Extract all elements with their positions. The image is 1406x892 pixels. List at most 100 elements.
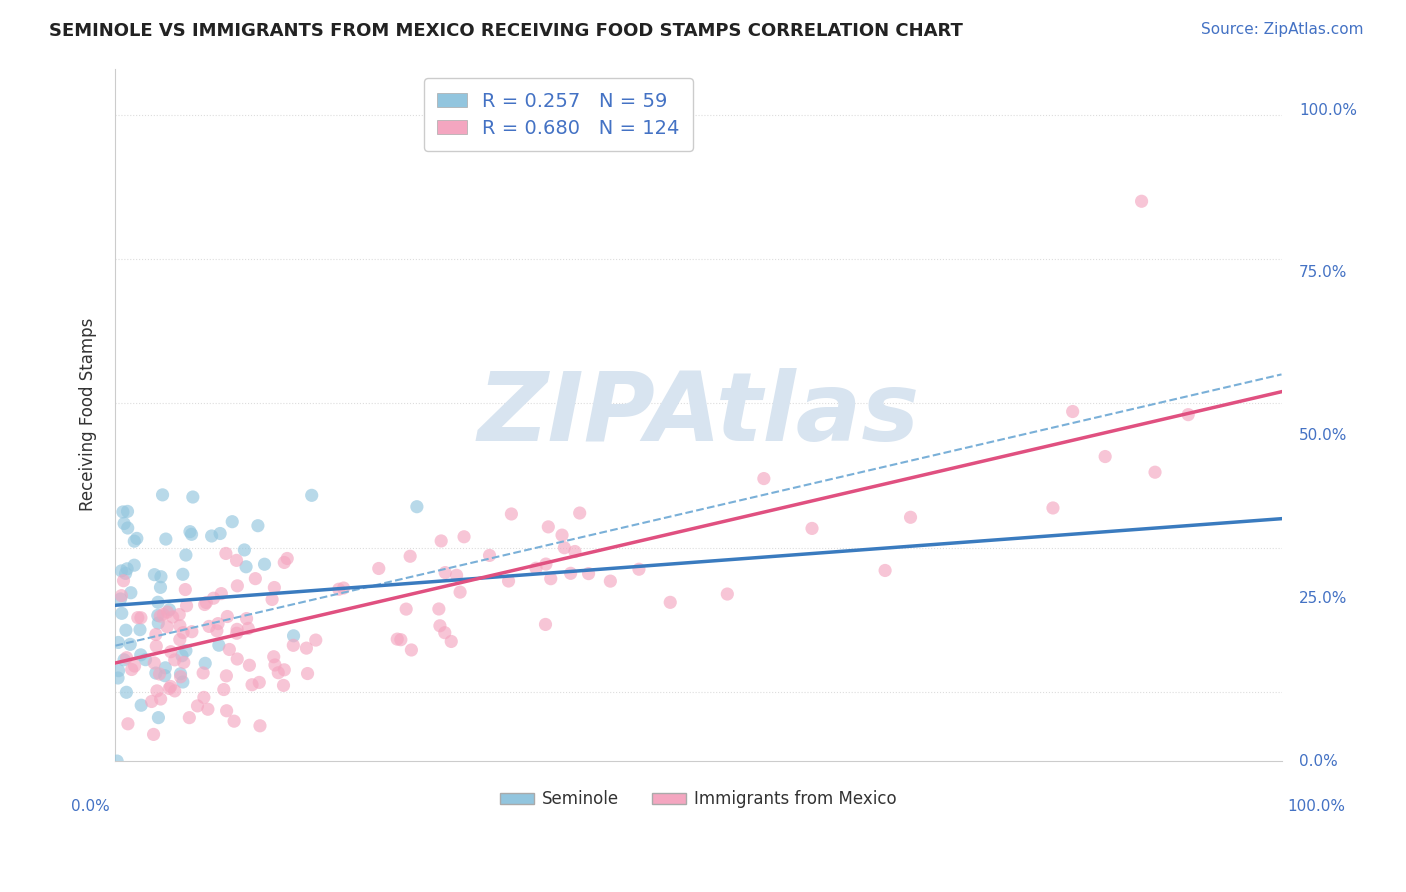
Point [217,609,239,624]
Point [247,675,270,690]
Point [145,666,167,681]
Point [225,553,247,567]
Point [141,694,163,708]
Point [295,641,318,656]
Point [215,704,238,718]
Point [110,591,132,606]
Point [399,549,422,564]
Point [129,623,152,637]
Point [328,582,350,597]
Point [142,727,165,741]
Point [273,556,295,570]
Point [117,521,139,535]
Text: SEMINOLE VS IMMIGRANTS FROM MEXICO RECEIVING FOOD STAMPS CORRELATION CHART: SEMINOLE VS IMMIGRANTS FROM MEXICO RECEI… [49,22,963,40]
Point [233,543,256,558]
Point [367,561,389,575]
Point [152,607,174,622]
Text: 100.0%: 100.0% [1299,103,1357,118]
Point [401,643,423,657]
Point [197,702,219,716]
Point [433,625,456,640]
Point [181,490,204,504]
Point [427,602,450,616]
Point [209,586,232,600]
Point [1042,500,1064,515]
Point [152,488,174,502]
Text: 25.0%: 25.0% [1299,591,1347,606]
Point [1177,408,1199,422]
Point [276,551,298,566]
Point [226,579,249,593]
Point [124,534,146,549]
Point [246,518,269,533]
Point [105,754,128,768]
Point [301,488,323,502]
Point [578,566,600,581]
Point [157,603,180,617]
Text: 75.0%: 75.0% [1299,265,1347,280]
Text: Source: ZipAtlas.com: Source: ZipAtlas.com [1201,22,1364,37]
Point [179,711,201,725]
Point [146,595,169,609]
Point [218,642,240,657]
Point [124,659,146,673]
Point [540,572,562,586]
Point [149,580,172,594]
Point [194,598,217,612]
Point [453,530,475,544]
Point [716,587,738,601]
Point [163,653,186,667]
Point [429,619,451,633]
Point [560,566,582,581]
Point [264,657,287,672]
Point [169,670,191,684]
Point [172,625,194,640]
Point [117,504,139,518]
Point [107,664,129,678]
Point [172,675,194,690]
Point [221,515,243,529]
Point [159,680,181,694]
Point [202,591,225,606]
Point [395,602,418,616]
Point [146,684,169,698]
Point [129,611,152,625]
Point [801,521,824,535]
Point [599,574,621,588]
Point [194,657,217,671]
Point [129,698,152,713]
Point [148,615,170,630]
Point [169,632,191,647]
Point [1062,404,1084,418]
Point [198,619,221,633]
Text: 50.0%: 50.0% [1299,428,1347,443]
Y-axis label: Receiving Food Stamps: Receiving Food Stamps [79,318,97,511]
Point [262,592,284,607]
Point [163,684,186,698]
Point [240,678,263,692]
Point [115,562,138,576]
Point [1094,450,1116,464]
Point [174,548,197,562]
Point [222,714,245,728]
Point [114,566,136,581]
Point [263,581,285,595]
Point [169,666,191,681]
Point [440,634,463,648]
Point [157,681,180,696]
Point [111,607,134,621]
Point [127,610,149,624]
Point [180,527,202,541]
Point [191,665,214,680]
Point [156,620,179,634]
Point [752,472,775,486]
Point [155,661,177,675]
Text: 0.0%: 0.0% [70,799,110,814]
Point [1143,465,1166,479]
Text: 100.0%: 100.0% [1288,799,1346,814]
Point [115,624,138,638]
Point [434,566,457,580]
Point [172,567,194,582]
Point [125,532,148,546]
Point [564,544,586,558]
